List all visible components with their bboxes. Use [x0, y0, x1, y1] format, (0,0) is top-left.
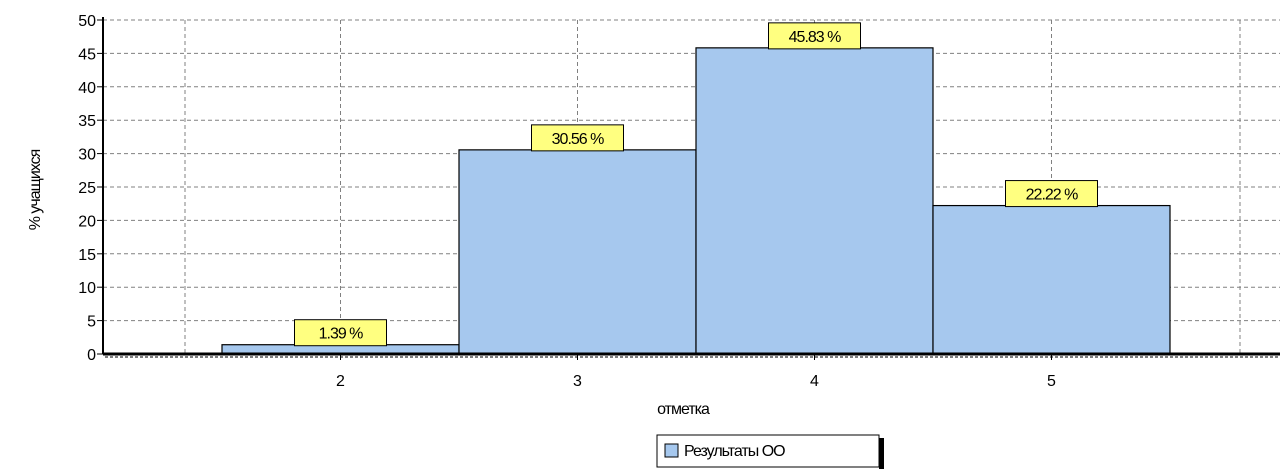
x-tick-label: 4 [810, 373, 819, 390]
data-label: 22.22 % [1005, 180, 1098, 208]
x-tick-label: 5 [1047, 373, 1056, 390]
data-label: 30.56 % [531, 124, 624, 152]
bar [695, 47, 934, 355]
y-tick-label: 20 [78, 213, 96, 230]
legend: Результаты ОО [656, 434, 884, 469]
data-label-text: 30.56 % [552, 131, 604, 148]
y-tick-label: 25 [78, 180, 96, 197]
y-tick-label: 30 [78, 147, 96, 164]
y-axis-title: % учащихся [27, 149, 44, 230]
bars [221, 47, 1171, 355]
data-label-box [1005, 180, 1098, 208]
bar [458, 149, 697, 355]
legend-frame [656, 434, 880, 468]
x-axis-title: отметка [657, 401, 710, 418]
axes [97, 17, 1280, 360]
data-label: 45.83 % [768, 22, 861, 50]
data-label-text: 22.22 % [1026, 187, 1078, 204]
y-tick-label: 40 [78, 80, 96, 97]
legend-swatch [664, 443, 679, 458]
y-tick-label: 0 [87, 347, 96, 364]
data-label: 1.39 % [294, 319, 387, 347]
y-tick-label: 45 [78, 46, 96, 63]
data-label-box [531, 124, 624, 152]
data-labels: 1.39 % 30.56 % 45.83 % 22.22 % [294, 22, 1098, 347]
bar [932, 204, 1171, 355]
x-tick-label: 2 [336, 373, 345, 390]
legend-shadow [879, 438, 884, 469]
data-label-text: 1.39 % [319, 326, 364, 343]
y-tick-label: 50 [78, 13, 96, 30]
legend-series-name: Результаты ОО [684, 443, 785, 460]
y-tick-label: 10 [78, 280, 96, 297]
x-tick-label: 3 [573, 373, 582, 390]
y-tick-label: 15 [78, 247, 96, 264]
y-tick-label: 35 [78, 113, 96, 130]
data-label-text: 45.83 % [789, 29, 841, 46]
y-tick-label: 5 [87, 314, 96, 331]
data-label-box [768, 22, 861, 50]
data-label-box [294, 319, 387, 347]
